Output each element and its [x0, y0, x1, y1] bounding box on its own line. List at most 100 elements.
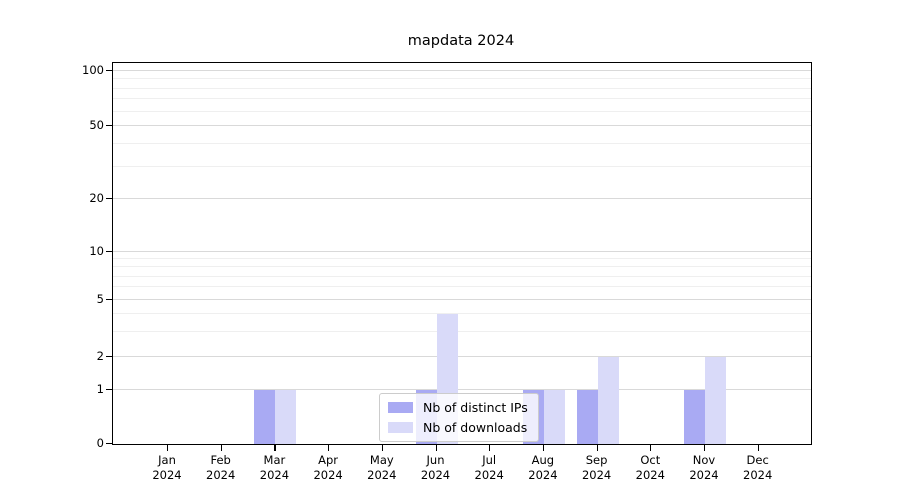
- x-tick-month: Feb: [210, 453, 231, 467]
- x-tick-label: Sep 2024: [569, 453, 625, 483]
- x-tick-year: 2024: [313, 468, 343, 482]
- gridline-major: [113, 299, 811, 300]
- x-tick-month: Jul: [482, 453, 497, 467]
- x-tick-year: 2024: [367, 468, 397, 482]
- legend-label-downloads: Nb of downloads: [423, 420, 528, 435]
- x-tick-mark: [274, 445, 276, 451]
- x-tick-year: 2024: [474, 468, 504, 482]
- x-tick-year: 2024: [689, 468, 719, 482]
- gridline-major: [113, 251, 811, 252]
- gridline-major: [113, 70, 811, 71]
- gridline-minor: [113, 275, 811, 277]
- gridline-major: [113, 389, 811, 390]
- x-tick-mark: [220, 445, 222, 451]
- gridline-minor: [113, 98, 811, 100]
- x-tick-mark: [381, 445, 383, 451]
- bar-distinct-ips: [684, 390, 705, 444]
- y-tick-label: 5: [96, 292, 104, 306]
- x-tick-month: Sep: [585, 453, 608, 467]
- bar-downloads: [543, 390, 565, 444]
- x-tick-label: Dec 2024: [730, 453, 786, 483]
- x-tick-month: Jan: [158, 453, 176, 467]
- x-tick-year: 2024: [152, 468, 182, 482]
- x-tick-year: 2024: [635, 468, 665, 482]
- gridline-minor: [113, 266, 811, 268]
- x-tick-month: Oct: [640, 453, 661, 467]
- y-tick-label: 2: [96, 349, 104, 363]
- x-tick-month: Mar: [263, 453, 286, 467]
- x-tick-label: Apr 2024: [300, 453, 356, 483]
- x-tick-mark: [435, 445, 437, 451]
- legend-swatch-downloads: [388, 422, 413, 433]
- x-tick-label: Jul 2024: [461, 453, 517, 483]
- gridline-major: [113, 198, 811, 199]
- x-tick-year: 2024: [743, 468, 773, 482]
- y-tick-mark: [106, 198, 112, 200]
- gridline-minor: [113, 87, 811, 89]
- legend: Nb of distinct IPs Nb of downloads: [379, 393, 539, 442]
- x-tick-mark: [596, 445, 598, 451]
- x-tick-year: 2024: [259, 468, 290, 482]
- x-tick-label: May 2024: [354, 453, 410, 483]
- legend-item-distinct-ips: Nb of distinct IPs: [388, 400, 528, 415]
- y-tick-label: 20: [89, 191, 104, 205]
- x-tick-label: Feb 2024: [193, 453, 249, 483]
- x-tick-label: Mar 2024: [246, 453, 302, 483]
- x-tick-month: Nov: [692, 453, 716, 467]
- x-tick-month: May: [369, 453, 394, 467]
- x-tick-label: Jun 2024: [408, 453, 464, 483]
- gridline-major: [113, 356, 811, 357]
- gridline-minor: [113, 142, 811, 144]
- gridline-minor: [113, 78, 811, 80]
- y-tick-label: 50: [89, 118, 104, 132]
- x-tick-month: Apr: [318, 453, 339, 467]
- x-tick-year: 2024: [206, 468, 236, 482]
- bar-downloads: [275, 390, 297, 444]
- x-tick-year: 2024: [528, 468, 558, 482]
- x-tick-mark: [542, 445, 545, 451]
- gridline-minor: [113, 258, 811, 260]
- plot-area: Nb of distinct IPs Nb of downloads: [112, 62, 812, 445]
- x-tick-mark: [489, 445, 491, 451]
- x-tick-month: Aug: [531, 453, 555, 467]
- legend-item-downloads: Nb of downloads: [388, 420, 528, 435]
- y-tick-mark: [106, 125, 112, 127]
- bar-downloads: [597, 357, 619, 444]
- y-tick-mark: [106, 389, 112, 391]
- y-tick-mark: [106, 251, 112, 253]
- x-tick-label: Oct 2024: [622, 453, 678, 483]
- bar-distinct-ips: [254, 390, 276, 444]
- y-tick-label: 0: [96, 436, 104, 450]
- bar-downloads: [705, 357, 726, 444]
- x-tick-mark: [704, 445, 706, 451]
- y-tick-label: 1: [96, 382, 104, 396]
- x-tick-mark: [167, 445, 169, 451]
- chart-title: mapdata 2024: [407, 33, 515, 49]
- gridline-major: [113, 125, 811, 126]
- x-tick-label: Nov 2024: [676, 453, 732, 483]
- x-tick-year: 2024: [420, 468, 451, 482]
- legend-label-distinct-ips: Nb of distinct IPs: [423, 400, 528, 415]
- x-tick-month: Jun: [426, 453, 445, 467]
- gridline-minor: [113, 286, 811, 288]
- x-tick-mark: [650, 445, 652, 451]
- x-tick-year: 2024: [581, 468, 612, 482]
- y-tick-mark: [106, 70, 112, 72]
- y-tick-mark: [106, 356, 112, 358]
- x-tick-month: Dec: [746, 453, 769, 467]
- x-tick-label: Jan 2024: [139, 453, 195, 483]
- y-tick-label: 100: [82, 63, 104, 77]
- legend-swatch-distinct-ips: [388, 402, 413, 413]
- gridline-minor: [113, 330, 811, 332]
- gridline-minor: [113, 312, 811, 314]
- x-tick-label: Aug 2024: [515, 453, 571, 483]
- bar-distinct-ips: [576, 390, 598, 444]
- gridline-minor: [113, 110, 811, 112]
- y-tick-mark: [106, 299, 112, 301]
- y-tick-mark: [106, 443, 112, 445]
- y-tick-label: 10: [89, 244, 104, 258]
- gridline-minor: [113, 165, 811, 167]
- x-tick-mark: [328, 445, 330, 451]
- x-tick-mark: [757, 445, 759, 451]
